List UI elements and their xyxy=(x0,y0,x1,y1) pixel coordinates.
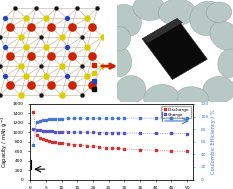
Discharge xyxy=(60,142,63,144)
Ellipse shape xyxy=(210,21,233,50)
Charge xyxy=(67,131,69,133)
Y-axis label: Coulombic Efficiency / %: Coulombic Efficiency / % xyxy=(211,109,216,174)
Charge xyxy=(110,132,113,134)
Discharge xyxy=(123,148,126,150)
Charge xyxy=(57,131,60,133)
Charge xyxy=(98,132,101,134)
Charge xyxy=(154,132,157,135)
Discharge xyxy=(85,145,88,147)
Ellipse shape xyxy=(115,76,146,104)
Charge xyxy=(38,129,41,132)
Ellipse shape xyxy=(110,4,141,36)
Charge xyxy=(51,130,54,132)
Ellipse shape xyxy=(158,0,196,26)
Discharge xyxy=(41,138,44,141)
Discharge xyxy=(79,144,82,146)
Charge xyxy=(117,132,120,134)
Charge xyxy=(139,132,141,134)
Ellipse shape xyxy=(190,1,225,36)
Charge xyxy=(79,131,82,133)
Discharge xyxy=(32,111,35,113)
Charge xyxy=(85,131,88,133)
Polygon shape xyxy=(142,18,207,80)
Discharge xyxy=(51,141,54,143)
Charge xyxy=(186,132,188,135)
Discharge xyxy=(92,145,94,148)
Text: 1 μm: 1 μm xyxy=(154,111,172,117)
Y-axis label: Capacity / mAh g$^{-1}$: Capacity / mAh g$^{-1}$ xyxy=(0,116,10,168)
Ellipse shape xyxy=(176,87,209,109)
Charge xyxy=(48,130,51,132)
Charge xyxy=(92,131,94,134)
Charge xyxy=(35,129,38,131)
Charge xyxy=(123,132,126,134)
Discharge xyxy=(170,150,173,152)
Discharge xyxy=(117,147,120,150)
Charge xyxy=(170,132,173,135)
Ellipse shape xyxy=(206,2,232,22)
Discharge xyxy=(54,141,57,143)
Discharge xyxy=(57,142,60,144)
Discharge xyxy=(35,133,38,136)
Charge xyxy=(60,131,63,133)
Polygon shape xyxy=(142,18,183,43)
Charge xyxy=(54,130,57,133)
Discharge xyxy=(104,146,107,149)
Discharge xyxy=(67,143,69,145)
Charge xyxy=(32,127,35,130)
Charge xyxy=(104,132,107,134)
Discharge xyxy=(48,140,51,142)
Discharge xyxy=(139,149,141,151)
Charge xyxy=(73,131,75,133)
Ellipse shape xyxy=(106,46,132,77)
Charge xyxy=(45,130,47,132)
Ellipse shape xyxy=(203,77,233,103)
Discharge xyxy=(154,149,157,152)
Ellipse shape xyxy=(218,49,233,77)
Charge xyxy=(41,129,44,132)
Ellipse shape xyxy=(144,84,178,109)
Line: Charge: Charge xyxy=(32,127,188,135)
Discharge xyxy=(38,137,41,139)
Legend: Discharge, Charge: Discharge, Charge xyxy=(161,106,191,118)
Discharge xyxy=(98,146,101,148)
Ellipse shape xyxy=(133,0,165,20)
Discharge xyxy=(73,143,75,146)
Discharge xyxy=(45,139,47,141)
Discharge xyxy=(110,147,113,149)
Line: Discharge: Discharge xyxy=(32,111,188,153)
Ellipse shape xyxy=(107,27,130,51)
Discharge xyxy=(186,150,188,153)
